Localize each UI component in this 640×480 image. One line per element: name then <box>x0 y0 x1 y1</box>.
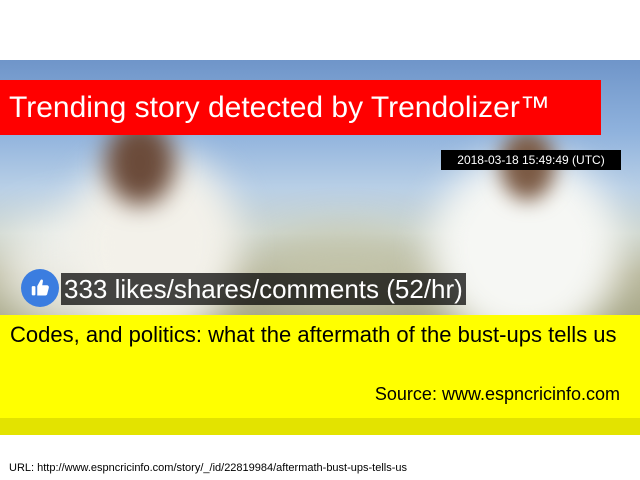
timestamp-badge: 2018-03-18 15:49:49 (UTC) <box>441 150 621 170</box>
thumbs-up-icon <box>21 269 59 307</box>
trending-banner: Trending story detected by Trendolizer™ <box>0 80 601 135</box>
story-url[interactable]: URL: http://www.espncricinfo.com/story/_… <box>9 462 408 474</box>
story-headline[interactable]: Codes, and politics: what the aftermath … <box>10 322 617 347</box>
engagement-text: 333 likes/shares/comments (52/hr) <box>61 273 466 305</box>
story-panel: Codes, and politics: what the aftermath … <box>0 315 640 435</box>
story-source: Source: www.espncricinfo.com <box>374 384 620 404</box>
panel-strip <box>0 418 640 435</box>
